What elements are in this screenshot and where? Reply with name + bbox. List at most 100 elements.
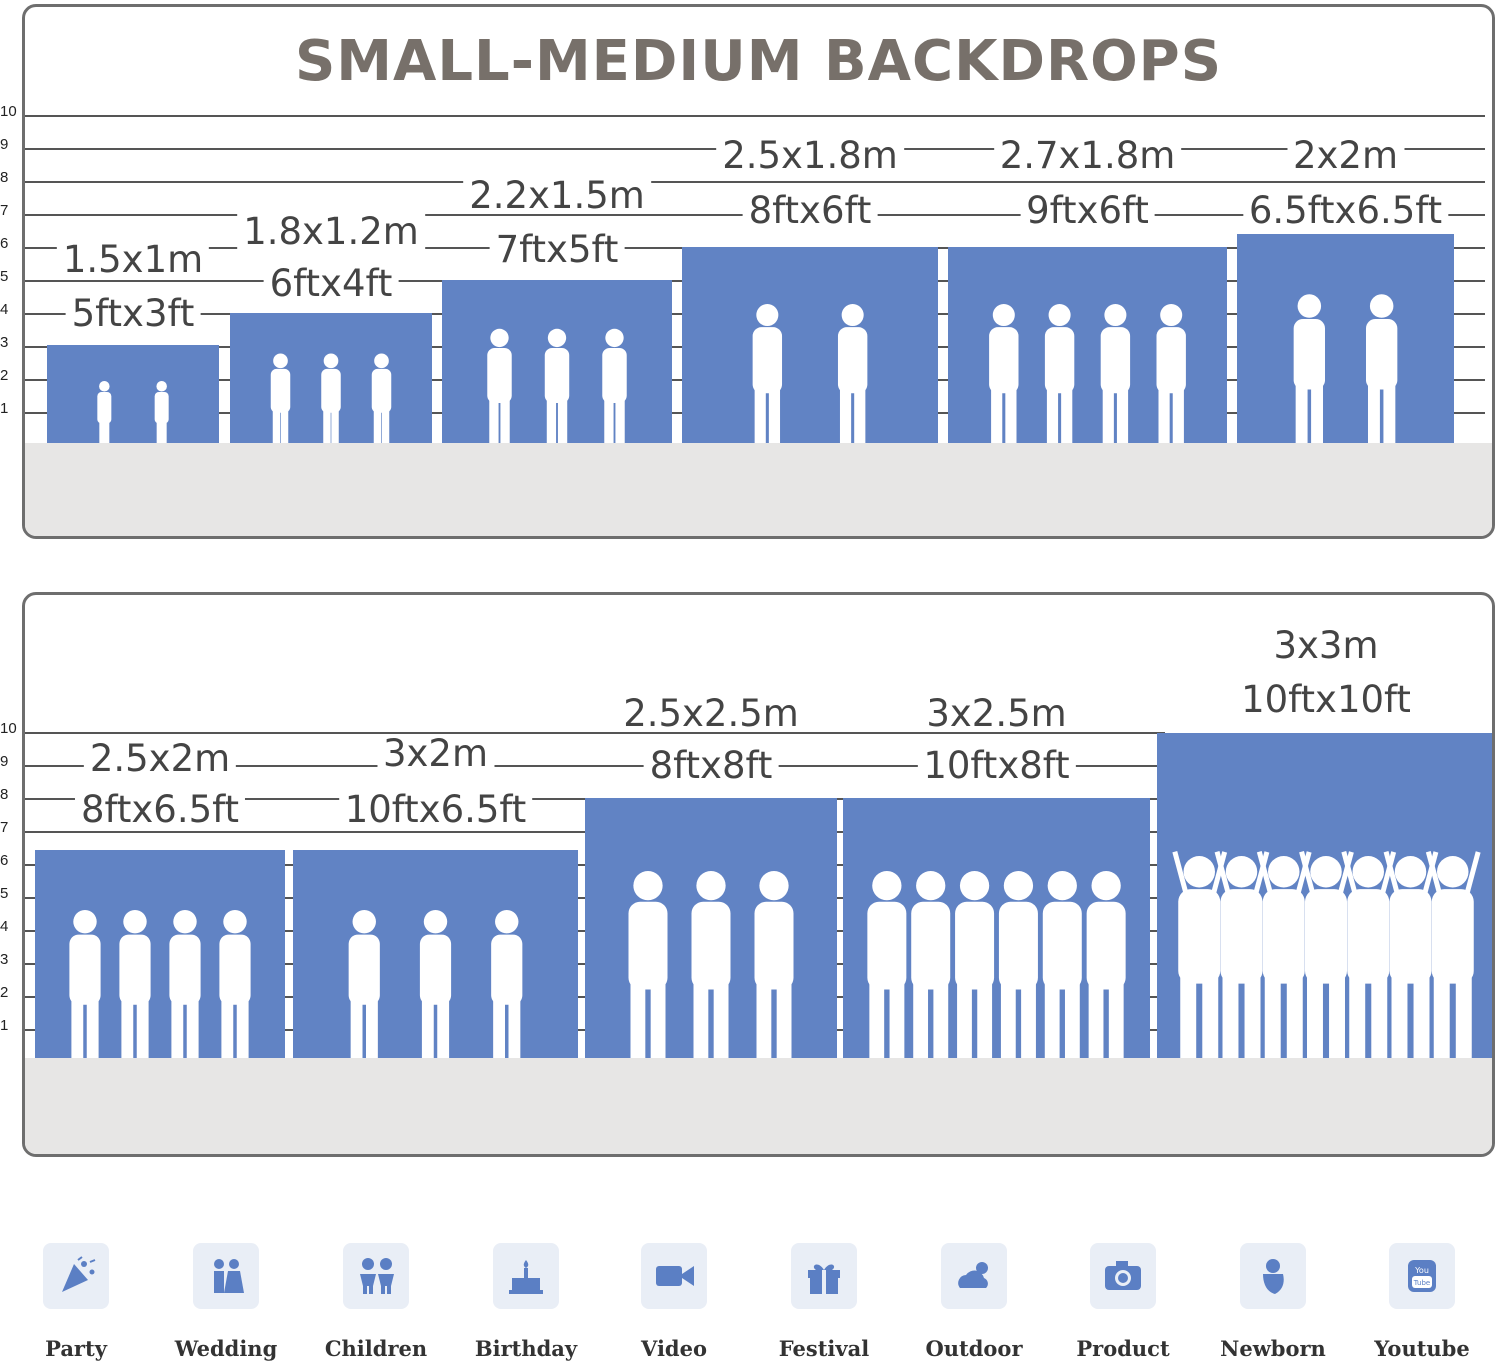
wedding-couple-icon	[214, 1259, 244, 1293]
backdrop-5	[1157, 733, 1492, 1058]
size-metric-label: 3x2m	[376, 735, 495, 772]
scale-line	[25, 181, 1485, 183]
category-children	[343, 1243, 409, 1309]
silhouette-group	[867, 871, 1126, 1058]
size-metric-label: 3x3m	[1267, 627, 1385, 664]
category-wedding	[193, 1243, 259, 1309]
backdrop-2	[293, 850, 578, 1058]
size-imperial-label: 10ftx6.5ft	[338, 791, 533, 828]
weather-icon	[958, 1262, 988, 1288]
size-imperial-label: 10ftx8ft	[917, 747, 1076, 784]
category-label: Children	[324, 1336, 428, 1361]
size-imperial-label: 5ftx3ft	[65, 295, 201, 332]
size-metric-label: 2.7x1.8m	[993, 137, 1182, 174]
svg-text:Tube: Tube	[1413, 1279, 1430, 1287]
scale-number: 7	[0, 819, 9, 836]
category-label: Video	[641, 1336, 707, 1361]
silhouette-group	[1172, 851, 1481, 1058]
size-metric-label: 2.5x2m	[83, 740, 237, 777]
category-birthday	[493, 1243, 559, 1309]
scale-number: 9	[0, 753, 9, 770]
gift-icon	[808, 1264, 840, 1294]
scale-number: 8	[0, 169, 9, 186]
birthday-cake-icon	[509, 1260, 543, 1294]
silhouette-group	[487, 328, 627, 443]
category-label: Festival	[778, 1336, 870, 1361]
scale-number: 3	[0, 334, 9, 351]
size-imperial-label: 8ftx6ft	[742, 192, 878, 229]
silhouette-group	[348, 910, 523, 1058]
silhouette-group	[752, 304, 868, 443]
size-imperial-label: 9ftx6ft	[1020, 192, 1155, 229]
size-imperial-label: 7ftx5ft	[489, 231, 625, 268]
category-label: Party	[45, 1336, 107, 1361]
backdrop-3	[585, 798, 837, 1058]
scale-number: 1	[0, 1017, 9, 1034]
category-label: Birthday	[474, 1336, 578, 1361]
scale-number: 6	[0, 852, 9, 869]
backdrop-3	[442, 280, 672, 443]
scale-number: 1	[0, 400, 9, 417]
scale-line	[25, 115, 1485, 117]
scale-number: 2	[0, 984, 9, 1001]
silhouette-group	[69, 910, 251, 1058]
camera-icon	[1105, 1261, 1141, 1290]
backdrop-5	[948, 247, 1227, 443]
scale-number: 10	[0, 103, 17, 120]
scale-number: 7	[0, 202, 9, 219]
backdrop-2	[230, 313, 432, 443]
backdrop-1	[47, 345, 219, 443]
backdrop-4	[682, 247, 938, 443]
scale-line	[25, 765, 1165, 767]
scale-number: 9	[0, 136, 9, 153]
scale-number: 2	[0, 367, 9, 384]
silhouette-group	[1293, 294, 1398, 443]
youtube-icon: You Tube	[1408, 1260, 1436, 1292]
category-label: Wedding	[174, 1336, 278, 1361]
page-title: SMALL-MEDIUM BACKDROPS	[294, 29, 1223, 94]
small-backdrops-panel: SMALL-MEDIUM BACKDROPS 1.5x1m 5ftx3ft 1.8x…	[22, 4, 1495, 539]
scale-number: 10	[0, 720, 17, 737]
scale-number: 6	[0, 235, 9, 252]
scale-number: 5	[0, 268, 9, 285]
category-video	[641, 1243, 707, 1309]
backdrop-4	[843, 798, 1150, 1058]
category-label: Newborn	[1220, 1336, 1326, 1361]
newborn-icon	[1263, 1259, 1284, 1294]
category-party	[43, 1243, 109, 1309]
size-metric-label: 1.8x1.2m	[237, 213, 425, 250]
svg-text:You: You	[1414, 1266, 1429, 1275]
silhouette-group	[628, 871, 794, 1058]
size-metric-label: 2x2m	[1286, 137, 1405, 174]
scale-number: 4	[0, 918, 9, 935]
size-imperial-label: 10ftx10ft	[1235, 681, 1417, 718]
category-label: Youtube	[1374, 1336, 1470, 1361]
category-youtube: You Tube	[1389, 1243, 1455, 1309]
scale-line	[25, 732, 1165, 734]
medium-backdrops-panel: 2.5x2m 8ftx6.5ft 3x2m 10ftx6.5ft 2.5x2.5m 8ft…	[22, 592, 1495, 1157]
floor	[25, 1058, 1492, 1154]
size-metric-label: 1.5x1m	[56, 241, 210, 278]
backdrop-1	[35, 850, 285, 1058]
category-festival	[791, 1243, 857, 1309]
scale-number: 4	[0, 301, 9, 318]
size-imperial-label: 6ftx4ft	[263, 265, 399, 302]
category-label: Outdoor	[925, 1336, 1023, 1361]
scale-number: 3	[0, 951, 9, 968]
category-label: Product	[1076, 1336, 1170, 1361]
size-imperial-label: 6.5ftx6.5ft	[1242, 192, 1449, 229]
size-imperial-label: 8ftx8ft	[643, 747, 779, 784]
party-popper-icon	[62, 1256, 96, 1292]
silhouette-group	[97, 381, 169, 443]
children-icon	[360, 1258, 394, 1294]
video-camera-icon	[656, 1266, 694, 1286]
category-newborn	[1240, 1243, 1306, 1309]
scale-number: 5	[0, 885, 9, 902]
size-metric-label: 2.2x1.5m	[463, 177, 651, 214]
size-metric-label: 2.5x2.5m	[617, 695, 805, 732]
category-outdoor	[941, 1243, 1007, 1309]
size-metric-label: 2.5x1.8m	[716, 137, 904, 174]
size-imperial-label: 8ftx6.5ft	[74, 791, 246, 828]
backdrop-6	[1237, 234, 1454, 443]
silhouette-group	[270, 353, 392, 443]
